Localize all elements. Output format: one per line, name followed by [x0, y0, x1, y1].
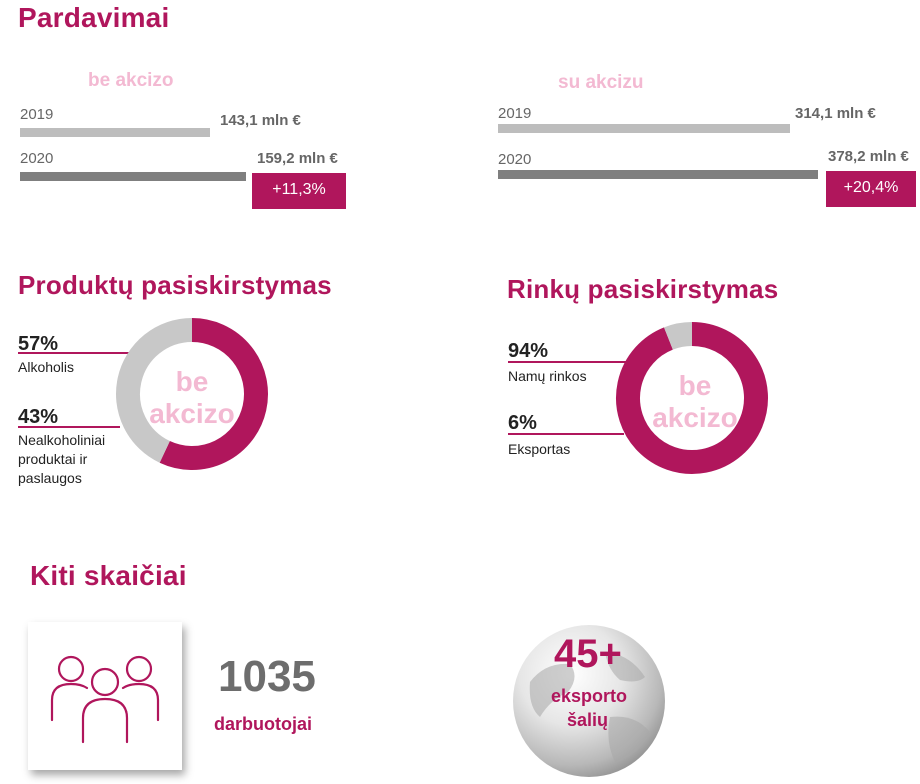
sales-right-year-2020: 2020: [498, 151, 532, 168]
sales-left-bar-2019: [20, 128, 210, 137]
sales-left-year-2020: 2020: [20, 150, 54, 167]
products-rule-1: [18, 352, 132, 354]
countries-label-2: šalių: [567, 710, 609, 730]
products-center-line-1: be: [175, 366, 209, 397]
donut-slice-alkoholis: [159, 318, 268, 470]
employees-number: 1035: [218, 652, 316, 701]
markets-title: Rinkų pasiskirstymas: [507, 274, 779, 304]
sales-left-subtitle: be akcizo: [88, 70, 174, 91]
people-icon-card: [28, 622, 182, 770]
people-group-icon: [50, 655, 160, 744]
products-pct-1: 57%: [18, 333, 59, 355]
sales-title: Pardavimai: [18, 2, 170, 33]
markets-label-1: Namų rinkos: [508, 368, 587, 384]
products-label-2b: produktai ir: [18, 451, 88, 467]
employees-label: darbuotojai: [214, 714, 312, 734]
other-title: Kiti skaičiai: [30, 560, 187, 591]
sales-right-subtitle: su akcizu: [558, 72, 644, 93]
countries-label-1: eksporto: [551, 686, 628, 706]
donut-slice-namu-rinkos: [616, 322, 768, 474]
markets-donut: [616, 322, 768, 474]
markets-rule-1: [508, 361, 632, 363]
products-center-line-2: akcizo: [149, 398, 235, 429]
sales-right-value-2019: 314,1 mln €: [795, 105, 876, 122]
markets-center-line-1: be: [678, 370, 712, 401]
sales-right-bar-2020: [498, 170, 818, 179]
countries-number: 45+: [554, 632, 622, 676]
products-rule-2: [18, 426, 120, 428]
products-label-2a: Nealkoholiniai: [18, 432, 106, 448]
donut-slice-eksportas: [664, 322, 693, 350]
sales-right-bar-2019: [498, 124, 790, 133]
products-label-1: Alkoholis: [18, 359, 75, 375]
markets-center-line-2: akcizo: [652, 402, 738, 433]
products-donut: [116, 318, 268, 470]
sales-right-year-2019: 2019: [498, 105, 532, 122]
donut-slice-nealkoholiniai: [116, 318, 193, 463]
markets-label-2: Eksportas: [508, 441, 571, 457]
sales-left-year-2019: 2019: [20, 106, 54, 123]
products-title: Produktų pasiskirstymas: [18, 270, 332, 300]
sales-left-value-2020: 159,2 mln €: [257, 150, 338, 167]
sales-right-value-2020: 378,2 mln €: [828, 148, 909, 165]
sales-left-value-2019: 143,1 mln €: [220, 112, 301, 129]
markets-pct-2: 6%: [508, 412, 537, 434]
products-pct-2: 43%: [18, 406, 59, 428]
markets-donut-chart: [616, 322, 768, 474]
sales-left-growth-badge: +11,3%: [252, 173, 346, 209]
products-donut-chart: [116, 318, 268, 470]
globe-icon: [513, 625, 665, 777]
products-label-2c: paslaugos: [18, 470, 82, 486]
sales-right-growth-badge: +20,4%: [826, 171, 916, 207]
sales-left-bar-2020: [20, 172, 246, 181]
markets-rule-2: [508, 433, 624, 435]
markets-pct-1: 94%: [508, 340, 549, 362]
